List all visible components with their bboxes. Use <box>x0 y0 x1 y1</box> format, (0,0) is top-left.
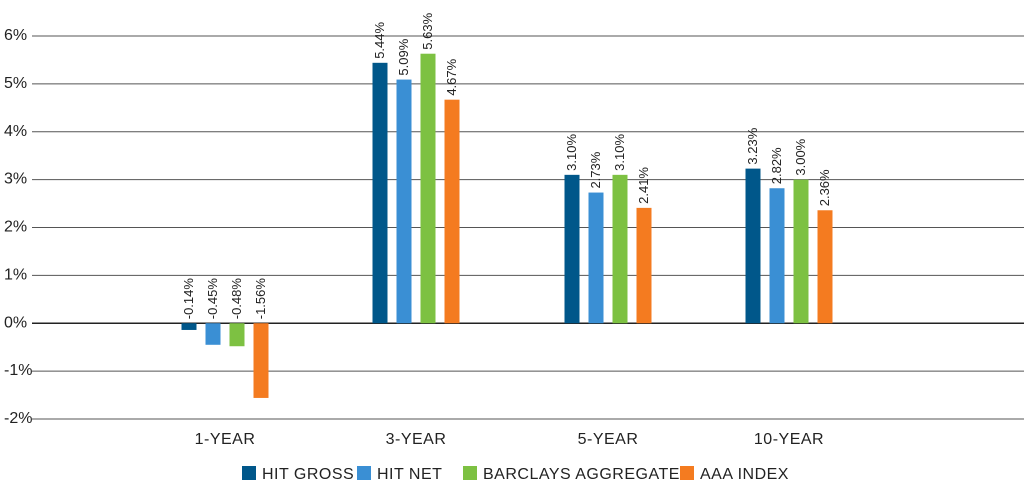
legend-swatch <box>680 466 694 480</box>
bar <box>229 323 245 347</box>
data-label: 3.00% <box>793 138 808 175</box>
legend-swatch <box>242 466 256 480</box>
bar <box>817 210 833 324</box>
legend-label: HIT NET <box>377 466 442 483</box>
legend-label: BARCLAYS AGGREGATE <box>483 466 680 483</box>
data-label: 3.10% <box>612 134 627 171</box>
y-tick-label: 2% <box>4 219 27 236</box>
bar <box>372 62 388 324</box>
bar <box>636 207 652 324</box>
bar <box>181 323 197 330</box>
data-label: 5.09% <box>396 38 411 75</box>
legend-swatch <box>357 466 371 480</box>
bar <box>745 168 761 324</box>
y-tick-label: 0% <box>4 314 27 331</box>
category-label: 5-YEAR <box>578 431 639 448</box>
bar <box>793 179 809 324</box>
x-axis-categories: 1-YEAR 3-YEAR 5-YEAR 10-YEAR <box>195 431 824 448</box>
bar <box>769 188 785 324</box>
legend-swatch <box>463 466 477 480</box>
y-tick-label: 5% <box>4 75 27 92</box>
data-label: 3.23% <box>745 127 760 164</box>
data-label: -1.56% <box>253 278 268 320</box>
y-axis-ticks: -2% -1% 0% 1% 2% 3% 4% 5% 6% <box>4 27 32 427</box>
data-label: -0.45% <box>205 278 220 320</box>
bar <box>612 174 628 324</box>
category-label: 3-YEAR <box>386 431 447 448</box>
data-label: 2.41% <box>636 167 651 204</box>
category-label: 1-YEAR <box>195 431 256 448</box>
data-label: 4.67% <box>444 58 459 95</box>
data-label: 5.44% <box>372 22 387 59</box>
data-label: 2.82% <box>769 147 784 184</box>
data-label: -0.48% <box>229 278 244 320</box>
gridlines <box>32 35 1024 420</box>
data-label: 3.10% <box>564 134 579 171</box>
bar <box>396 79 412 324</box>
data-label: -0.14% <box>181 278 196 320</box>
bar <box>588 192 604 324</box>
data-labels: -0.14% -0.45% -0.48% -1.56% 5.44% 5.09% 5.63% 4… <box>181 12 832 319</box>
bar <box>205 323 221 345</box>
y-tick-label: 3% <box>4 171 27 188</box>
data-label: 2.36% <box>817 169 832 206</box>
bar <box>564 174 580 324</box>
y-tick-label: 6% <box>4 27 27 44</box>
bar <box>444 99 460 324</box>
data-label: 2.73% <box>588 151 603 188</box>
bars <box>181 53 833 398</box>
y-tick-label: 1% <box>4 266 27 283</box>
category-label: 10-YEAR <box>754 431 824 448</box>
y-tick-label: -1% <box>4 362 32 379</box>
legend-label: AAA INDEX <box>700 466 789 483</box>
y-tick-label: 4% <box>4 123 27 140</box>
bar <box>253 323 269 398</box>
legend-label: HIT GROSS <box>262 466 354 483</box>
y-tick-label: -2% <box>4 410 32 427</box>
data-label: 5.63% <box>420 12 435 49</box>
legend: HIT GROSS HIT NET BARCLAYS AGGREGATE AAA IN… <box>242 466 789 483</box>
bar <box>420 53 436 324</box>
